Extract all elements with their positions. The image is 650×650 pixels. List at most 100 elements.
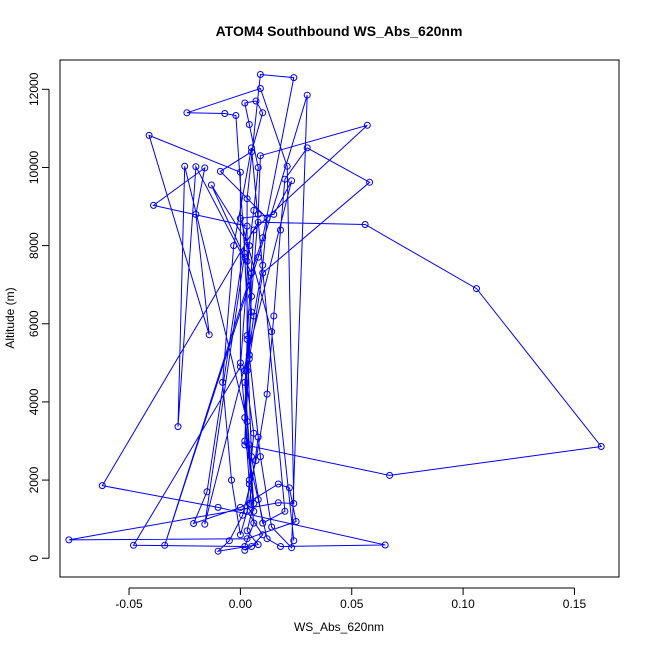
y-tick-label: 8000 xyxy=(27,232,41,259)
x-tick-label: 0.00 xyxy=(229,597,253,611)
data-point xyxy=(250,312,258,320)
data-point xyxy=(245,121,253,128)
data-point xyxy=(270,312,278,320)
data-point xyxy=(232,112,240,119)
data-point xyxy=(245,355,253,363)
data-point xyxy=(268,328,276,336)
data-point xyxy=(236,531,244,539)
data-point xyxy=(259,269,267,277)
y-axis-label: Altitude (m) xyxy=(3,287,17,348)
data-point xyxy=(243,257,251,265)
data-point xyxy=(250,206,258,214)
data-point xyxy=(250,507,258,515)
data-point xyxy=(216,167,224,175)
data-point xyxy=(130,541,137,549)
data-point xyxy=(145,131,153,139)
data-point xyxy=(245,500,253,507)
data-point xyxy=(245,351,253,359)
data-point xyxy=(239,511,247,519)
data-point xyxy=(277,226,284,234)
data-point xyxy=(205,331,213,339)
data-point xyxy=(256,453,264,461)
data-point xyxy=(243,527,251,535)
data-point xyxy=(245,441,253,449)
data-point xyxy=(303,144,311,152)
data-point xyxy=(288,544,296,552)
data-point xyxy=(241,414,249,422)
data-point xyxy=(263,535,271,543)
data-point xyxy=(274,499,282,507)
data-point xyxy=(236,359,244,367)
data-point xyxy=(248,543,255,550)
y-tick-label: 0 xyxy=(27,555,41,562)
data-point xyxy=(290,537,298,545)
data-point xyxy=(292,518,300,525)
data-point xyxy=(259,234,267,242)
x-axis-label: WS_Abs_620nm xyxy=(294,620,384,634)
data-point xyxy=(214,503,222,511)
data-point xyxy=(381,541,389,549)
x-tick-label: 0.10 xyxy=(451,597,475,611)
data-point xyxy=(259,109,267,117)
data-point xyxy=(248,308,255,316)
data-point xyxy=(386,471,394,479)
data-point xyxy=(473,285,480,293)
data-point xyxy=(214,547,222,555)
x-tick-label: -0.05 xyxy=(115,597,143,611)
data-point xyxy=(254,253,262,261)
data-point xyxy=(241,441,249,449)
data-point xyxy=(243,535,251,543)
data-point xyxy=(190,520,198,527)
data-point xyxy=(259,531,267,539)
data-point xyxy=(243,195,251,203)
data-point xyxy=(248,144,255,152)
data-point xyxy=(201,520,209,528)
data-point xyxy=(277,543,284,550)
data-point xyxy=(250,429,258,437)
data-point xyxy=(98,482,106,490)
y-tick-label: 6000 xyxy=(27,310,41,337)
data-point xyxy=(363,121,371,129)
x-tick-label: 0.15 xyxy=(563,597,587,611)
data-point xyxy=(241,99,249,107)
data-point xyxy=(248,148,255,156)
data-point xyxy=(236,214,244,222)
data-point xyxy=(243,332,251,339)
data-point xyxy=(361,221,369,228)
data-point xyxy=(243,367,251,375)
data-point xyxy=(241,367,249,375)
data-point xyxy=(259,261,267,269)
series-line xyxy=(68,73,603,552)
data-point xyxy=(181,162,189,170)
data-point xyxy=(256,71,264,78)
data-point xyxy=(219,378,227,386)
data-point xyxy=(303,91,311,99)
data-point xyxy=(183,109,191,117)
y-tick-label: 4000 xyxy=(27,388,41,415)
plot-frame xyxy=(59,59,620,578)
data-point xyxy=(285,484,293,492)
data-point xyxy=(241,249,249,257)
data-point xyxy=(268,523,276,531)
data-point xyxy=(252,97,260,105)
data-point xyxy=(243,507,251,515)
data-point xyxy=(250,519,258,527)
data-point xyxy=(236,503,244,511)
y-tick-label: 10000 xyxy=(27,150,41,184)
data-point xyxy=(281,507,289,515)
data-point xyxy=(254,433,262,441)
x-tick-label: 0.05 xyxy=(340,597,364,611)
data-point xyxy=(241,253,249,261)
data-point xyxy=(256,85,264,92)
data-point xyxy=(281,175,289,183)
chart-title: ATOM4 Southbound WS_Abs_620nm xyxy=(216,23,463,39)
data-point xyxy=(245,242,253,250)
data-point xyxy=(263,214,271,222)
data-point xyxy=(65,536,73,544)
data-point xyxy=(241,543,249,550)
data-point xyxy=(248,453,255,461)
data-point xyxy=(201,164,209,172)
data-point xyxy=(221,110,229,117)
data-point xyxy=(203,488,211,496)
data-point xyxy=(252,457,260,464)
